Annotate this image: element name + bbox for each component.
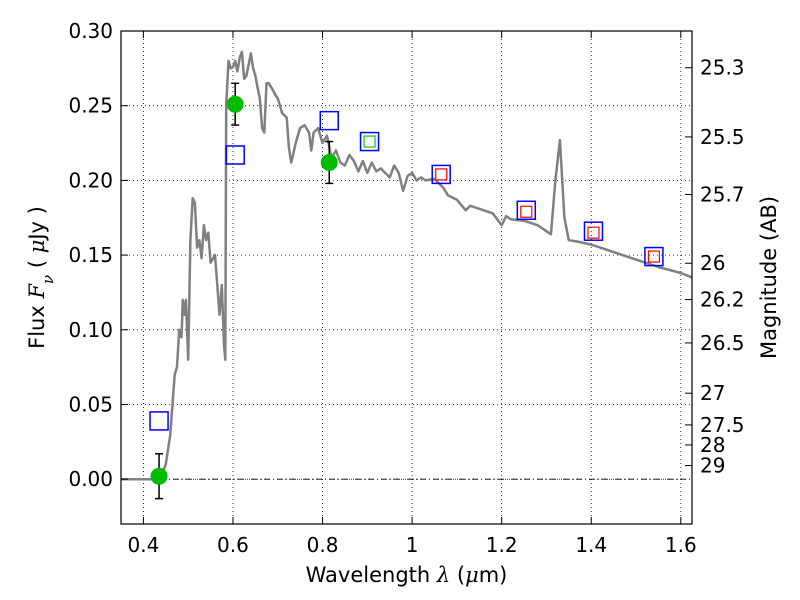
y-axis-label: Flux Fν ( μJy ) [25,206,57,349]
inner-marker-square [363,135,376,148]
axis-ticks: 0.4 0.6 0.8 1 1.2 1.4 1.6 0.00 0.05 0.10 0.15 0.20 0… [68,19,744,557]
magnitude-tick-label: 28 [700,433,725,457]
x-axis-label: Wavelength λ (μm) [306,563,508,587]
x-tick-label: 0.8 [307,533,339,557]
magnitude-tick-label: 26.2 [700,288,745,312]
x-tick-label: 1.4 [575,533,607,557]
y-tick-label: 0.30 [68,19,113,43]
x-tick-label: 1.6 [665,533,697,557]
magnitude-tick-label: 25.5 [700,125,745,149]
x-tick-label: 0.4 [127,533,159,557]
y-tick-label: 0.15 [68,243,113,267]
y-tick-label: 0.20 [68,168,113,192]
plot-series [121,50,692,500]
model-photometry-square [431,164,451,185]
magnitude-tick-label: 27 [700,381,725,405]
magnitude-tick-label: 29 [700,454,725,478]
x-tick-label: 0.6 [217,533,249,557]
x-tick-label: 1.2 [486,533,518,557]
model-photometry-square [644,246,664,267]
sed-model-line [121,50,692,481]
plot-frame [120,30,693,525]
y-tick-label: 0.00 [68,467,113,491]
model-photometry-square [319,110,339,131]
y-tick-label: 0.25 [68,94,113,118]
magnitude-tick-label: 27.5 [700,413,745,437]
magnitude-tick-label: 25.3 [700,56,745,80]
detection-point [226,95,244,113]
model-photometry-square [225,145,245,165]
plot-area [121,50,692,500]
inner-marker-square [647,250,661,263]
detection-point [150,467,168,485]
model-photometry-square [583,221,604,241]
inner-marker-square [587,226,600,239]
inner-marker-square [435,168,448,181]
model-photometry-square [149,411,169,431]
y-tick-label: 0.05 [68,392,113,416]
model-photometry-square [516,200,537,221]
detection-point [320,153,338,171]
model-photometry-square [359,131,380,152]
magnitude-tick-label: 26.5 [700,331,745,355]
inner-marker-square [520,205,533,218]
y-tick-label: 0.10 [68,318,113,342]
x-tick-label: 1 [406,533,419,557]
magnitude-tick-label: 26 [700,251,725,275]
grid-lines [121,30,692,524]
magnitude-tick-label: 25.7 [700,183,745,207]
magnitude-axis-label: Magnitude (AB) [757,196,781,359]
